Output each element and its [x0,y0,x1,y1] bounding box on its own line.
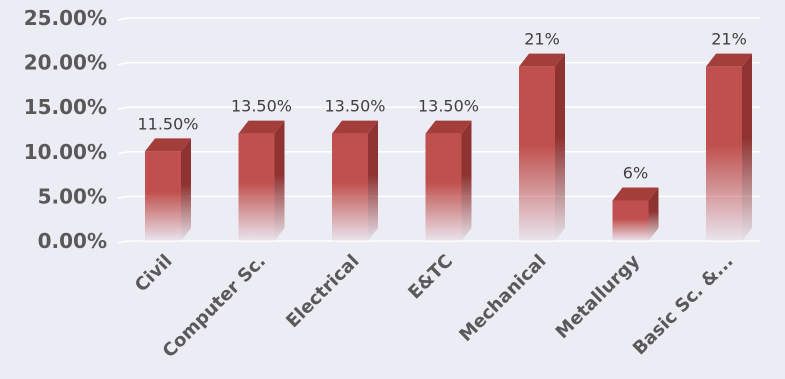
bar-side [461,120,472,241]
data-labels: 11.50% 13.50% 13.50% 13.50% 21% 6% 21% [137,30,746,183]
bar-top [425,120,472,134]
bar [332,120,378,241]
bar [238,120,285,241]
bars [145,53,752,242]
gridline-depth [117,17,129,21]
x-tick-label: Computer Sc. [159,251,270,362]
x-tick-label: Mechanical [455,251,550,346]
bar-front [425,133,462,241]
bar-side [368,120,378,241]
bar-side [555,53,565,242]
x-tick-label: Civil [131,251,177,297]
data-label: 13.50% [418,97,479,116]
y-tick-label: 0.00% [38,229,107,253]
gridline-depth [117,61,129,66]
y-tick-label: 15.00% [24,95,107,119]
x-tick-label: E&TC [404,251,457,304]
bar-front [238,133,275,241]
bar-side [181,138,191,241]
bar [612,187,659,241]
y-tick-label: 20.00% [24,51,107,75]
data-label: 6% [623,163,648,182]
x-tick-label: Basic Sc. &... [629,251,738,360]
y-tick-label: 5.00% [38,184,107,208]
data-label: 13.50% [231,97,292,116]
bar-side [274,120,285,241]
bar-front [332,133,368,241]
gridline-depth [117,106,129,110]
bar-top [519,53,565,67]
bar-top [706,53,752,67]
bar-top [332,120,378,134]
gridline-depth [117,151,129,155]
bar-top [145,138,191,152]
data-label: 21% [711,30,747,49]
y-tick-label: 10.00% [24,140,107,164]
bar-front [612,200,649,241]
gridline-depth [117,240,129,244]
y-axis-ticks: 0.00% 5.00% 10.00% 15.00% 20.00% 25.00% [24,6,107,253]
x-tick-label: Metallurgy [552,251,644,343]
bar-front [706,66,742,242]
y-tick-label: 25.00% [24,6,107,30]
bar-front [145,151,181,241]
bar-front [519,66,555,242]
bar [706,53,752,242]
data-label: 13.50% [324,97,385,116]
gridline-depth [117,195,129,200]
data-label: 11.50% [137,114,198,133]
bar-side [648,187,659,241]
bar [519,53,565,242]
data-label: 21% [524,30,560,49]
bar-top [238,120,285,134]
bar [425,120,472,241]
bar [145,138,191,241]
bar-top [612,187,659,201]
x-tick-label: Electrical [282,251,363,332]
bar-side [742,53,752,242]
